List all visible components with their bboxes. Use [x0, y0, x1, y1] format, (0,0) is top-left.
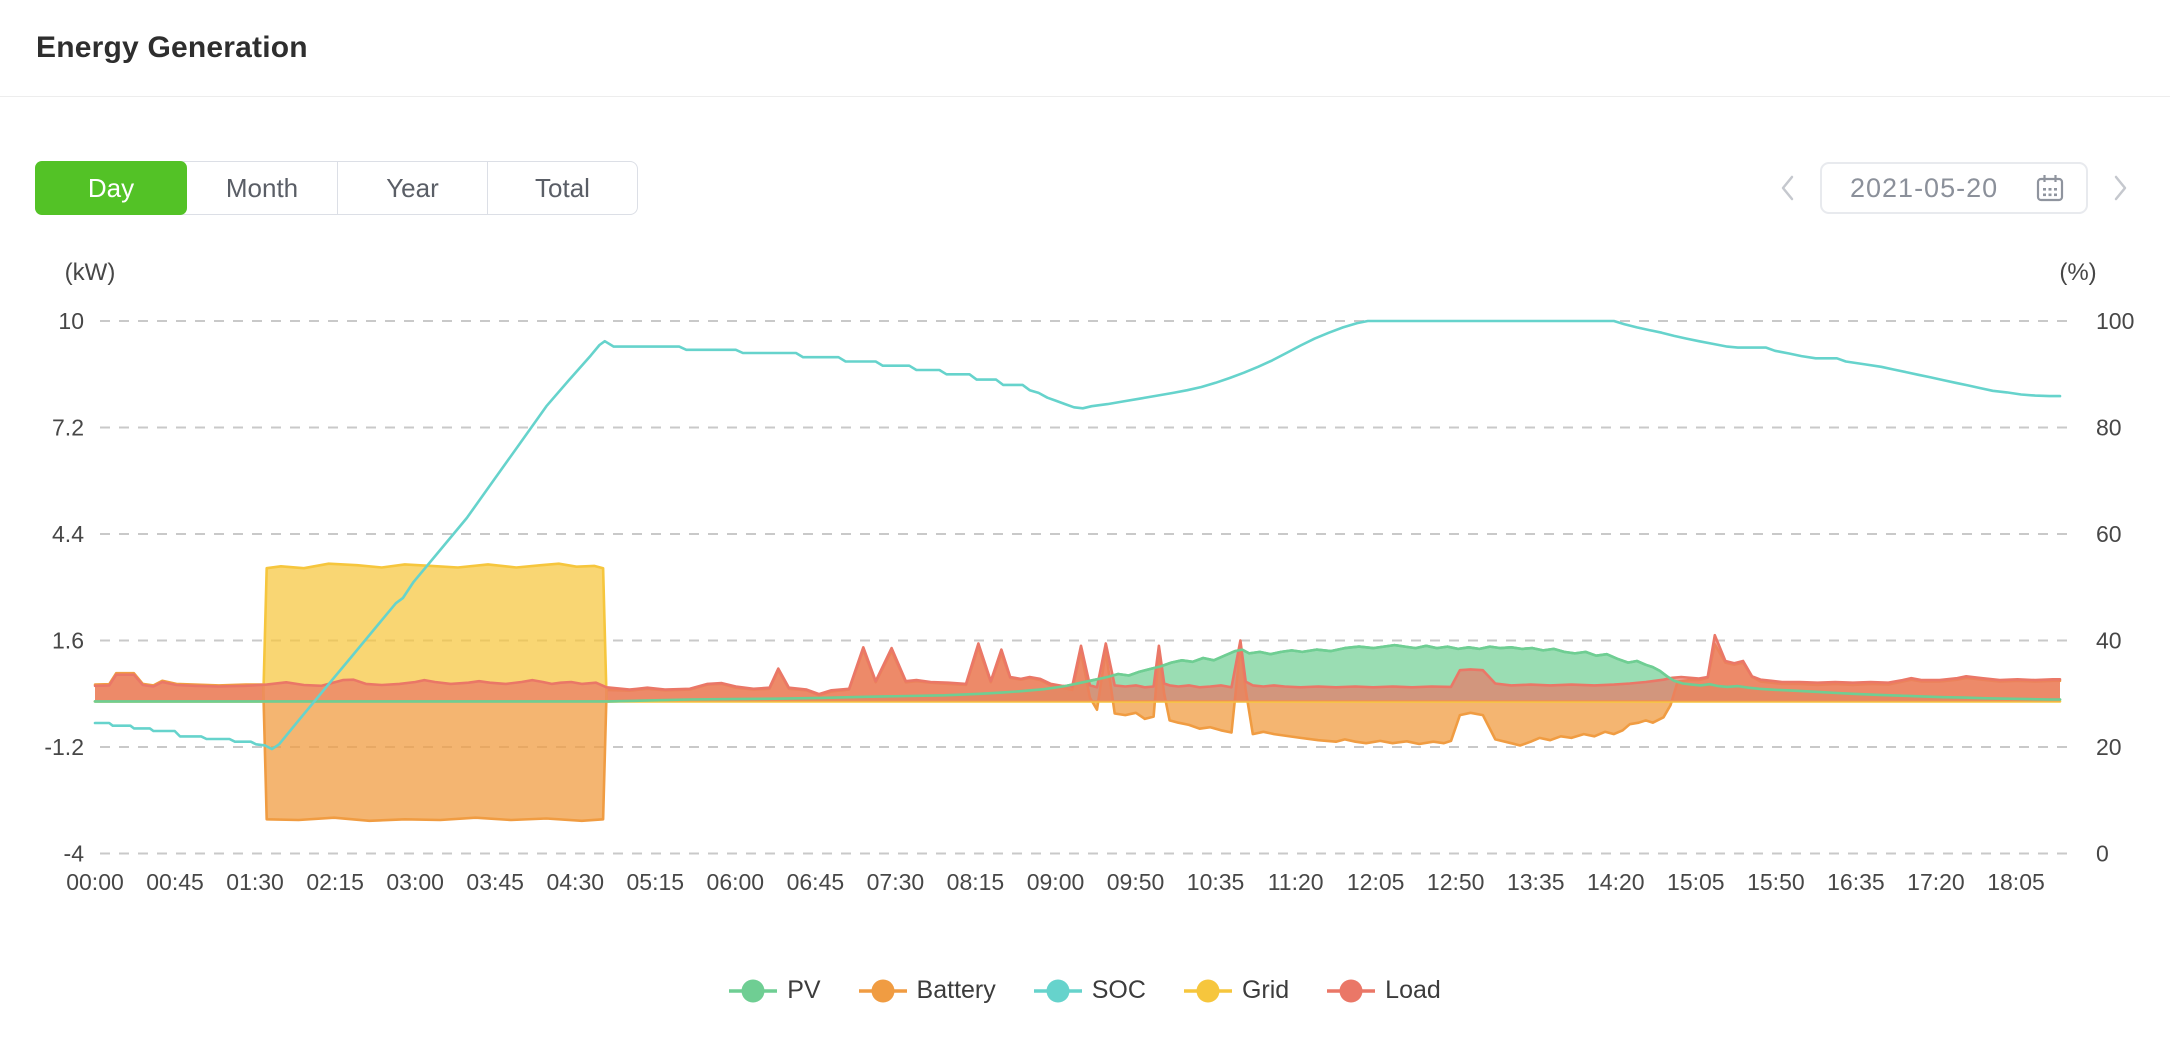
x-tick: 16:35: [1827, 869, 1885, 895]
legend-marker-soc: [1033, 979, 1082, 1002]
y-left-tick: 1.6: [52, 628, 84, 654]
chart-legend: PV Battery SOC Grid Load: [0, 976, 2170, 1005]
series-line-grid: [93, 562, 2062, 703]
x-tick: 05:15: [627, 869, 685, 895]
x-tick: 08:15: [947, 869, 1005, 895]
legend-marker-battery: [858, 979, 907, 1002]
x-tick: 17:20: [1907, 869, 1965, 895]
y-right-tick: 0: [2096, 841, 2109, 867]
y-right-tick: 60: [2096, 521, 2122, 547]
x-tick: 14:20: [1587, 869, 1645, 895]
calendar-icon: [2036, 175, 2064, 202]
date-value: 2021-05-20: [1850, 172, 1999, 203]
series-line-soc: [93, 319, 2062, 751]
page-title: Energy Generation: [36, 31, 308, 64]
legend-label: SOC: [1091, 976, 1146, 1004]
y-right-axis-name: (%): [2059, 259, 2096, 286]
x-tick: 10:35: [1187, 869, 1245, 895]
date-picker[interactable]: 2021-05-20: [1820, 162, 2088, 214]
x-tick: 00:45: [146, 869, 204, 895]
page-header: Energy Generation: [0, 0, 2170, 97]
y-left-tick: -4: [64, 841, 85, 867]
y-left-tick: -1.2: [44, 734, 84, 760]
x-tick: 04:30: [546, 869, 604, 895]
x-tick: 15:50: [1747, 869, 1805, 895]
legend-item-grid[interactable]: Grid: [1183, 976, 1290, 1005]
prev-day-button[interactable]: [1778, 172, 1798, 204]
tab-month[interactable]: Month: [187, 162, 337, 214]
x-tick: 15:05: [1667, 869, 1725, 895]
legend-marker-load: [1327, 979, 1376, 1002]
x-tick: 02:15: [306, 869, 364, 895]
tab-total[interactable]: Total: [487, 162, 637, 214]
energy-chart: 10 100 7.2 80 4.4 60 1.6 40 -1.2 20 -4 0 (kW) (%) 00:0…: [0, 250, 2170, 950]
legend-label: Load: [1385, 976, 1441, 1004]
y-right-tick: 100: [2096, 308, 2134, 334]
legend-label: PV: [787, 976, 821, 1004]
y-left-tick: 10: [58, 308, 84, 334]
chart-canvas: 10 100 7.2 80 4.4 60 1.6 40 -1.2 20 -4 0 (kW) (%) 00:0…: [44, 259, 2134, 895]
y-right-tick: 40: [2096, 628, 2122, 654]
legend-label: Battery: [916, 976, 996, 1004]
x-tick: 03:00: [386, 869, 444, 895]
x-tick: 06:45: [787, 869, 845, 895]
series-line-pv: [93, 643, 2062, 703]
x-tick: 00:00: [66, 869, 124, 895]
date-navigation: 2021-05-20: [1778, 162, 2130, 214]
period-tab-group: Day Month Year Total: [35, 161, 638, 215]
x-tick: 07:30: [867, 869, 925, 895]
legend-item-pv[interactable]: PV: [729, 976, 821, 1005]
legend-marker-pv: [729, 979, 778, 1002]
x-tick: 13:35: [1507, 869, 1565, 895]
legend-item-soc[interactable]: SOC: [1033, 976, 1146, 1005]
legend-item-battery[interactable]: Battery: [858, 976, 996, 1005]
series-area-grid: [95, 563, 2060, 702]
x-tick: 18:05: [1987, 869, 2045, 895]
y-left-tick: 7.2: [52, 415, 84, 441]
x-tick: 01:30: [226, 869, 284, 895]
tab-year[interactable]: Year: [337, 162, 487, 214]
legend-marker-grid: [1183, 979, 1232, 1002]
chevron-right-icon: [2114, 175, 2127, 201]
y-left-axis-name: (kW): [65, 259, 116, 286]
x-tick: 06:00: [707, 869, 765, 895]
x-tick: 12:05: [1347, 869, 1405, 895]
x-tick: 03:45: [466, 869, 524, 895]
y-right-tick: 80: [2096, 415, 2122, 441]
y-left-tick: 4.4: [52, 521, 84, 547]
legend-item-load[interactable]: Load: [1327, 976, 1441, 1005]
next-day-button[interactable]: [2110, 172, 2130, 204]
legend-label: Grid: [1241, 976, 1290, 1004]
series-area-battery: [95, 644, 2060, 821]
x-tick: 09:50: [1107, 869, 1165, 895]
x-tick: 11:20: [1268, 869, 1324, 895]
tab-day[interactable]: Day: [35, 161, 187, 215]
toolbar: Day Month Year Total 2021-05-20: [0, 161, 2170, 215]
series-line-load: [93, 633, 2062, 696]
chevron-left-icon: [1781, 175, 1794, 201]
x-tick: 12:50: [1427, 869, 1485, 895]
x-tick: 09:00: [1027, 869, 1085, 895]
y-right-tick: 20: [2096, 734, 2122, 760]
